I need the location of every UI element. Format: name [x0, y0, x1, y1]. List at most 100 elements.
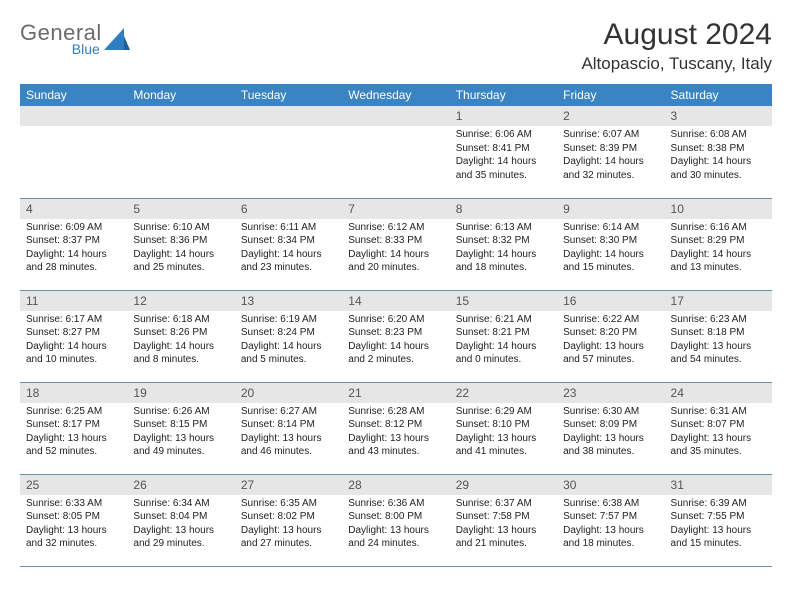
- sunset-text: Sunset: 8:14 PM: [241, 418, 336, 432]
- daylight-text: Daylight: 13 hours and 46 minutes.: [241, 432, 336, 459]
- sunset-text: Sunset: 7:55 PM: [671, 510, 766, 524]
- calendar-day-cell: 7Sunrise: 6:12 AMSunset: 8:33 PMDaylight…: [342, 198, 449, 290]
- day-number: 10: [665, 199, 772, 219]
- sail-icon: [104, 28, 130, 50]
- day-body: [235, 126, 342, 132]
- day-body: Sunrise: 6:13 AMSunset: 8:32 PMDaylight:…: [450, 219, 557, 279]
- calendar-day-cell: 26Sunrise: 6:34 AMSunset: 8:04 PMDayligh…: [127, 474, 234, 566]
- sunrise-text: Sunrise: 6:38 AM: [563, 497, 658, 511]
- day-number: 3: [665, 106, 772, 126]
- calendar-day-cell: 27Sunrise: 6:35 AMSunset: 8:02 PMDayligh…: [235, 474, 342, 566]
- calendar-day-cell: .: [127, 106, 234, 198]
- calendar-day-cell: 21Sunrise: 6:28 AMSunset: 8:12 PMDayligh…: [342, 382, 449, 474]
- calendar-day-cell: 20Sunrise: 6:27 AMSunset: 8:14 PMDayligh…: [235, 382, 342, 474]
- day-body: Sunrise: 6:33 AMSunset: 8:05 PMDaylight:…: [20, 495, 127, 555]
- day-body: Sunrise: 6:07 AMSunset: 8:39 PMDaylight:…: [557, 126, 664, 186]
- sunset-text: Sunset: 8:27 PM: [26, 326, 121, 340]
- sunrise-text: Sunrise: 6:37 AM: [456, 497, 551, 511]
- daylight-text: Daylight: 14 hours and 5 minutes.: [241, 340, 336, 367]
- daylight-text: Daylight: 13 hours and 57 minutes.: [563, 340, 658, 367]
- calendar-day-cell: 28Sunrise: 6:36 AMSunset: 8:00 PMDayligh…: [342, 474, 449, 566]
- sunrise-text: Sunrise: 6:22 AM: [563, 313, 658, 327]
- daylight-text: Daylight: 14 hours and 0 minutes.: [456, 340, 551, 367]
- header: General Blue August 2024 Altopascio, Tus…: [20, 18, 772, 74]
- daylight-text: Daylight: 14 hours and 28 minutes.: [26, 248, 121, 275]
- sunrise-text: Sunrise: 6:08 AM: [671, 128, 766, 142]
- weekday-header: Monday: [127, 84, 234, 106]
- day-body: Sunrise: 6:27 AMSunset: 8:14 PMDaylight:…: [235, 403, 342, 463]
- sunset-text: Sunset: 8:15 PM: [133, 418, 228, 432]
- calendar-day-cell: 30Sunrise: 6:38 AMSunset: 7:57 PMDayligh…: [557, 474, 664, 566]
- day-number: 29: [450, 475, 557, 495]
- calendar-day-cell: 19Sunrise: 6:26 AMSunset: 8:15 PMDayligh…: [127, 382, 234, 474]
- calendar-header-row: SundayMondayTuesdayWednesdayThursdayFrid…: [20, 84, 772, 106]
- day-body: Sunrise: 6:26 AMSunset: 8:15 PMDaylight:…: [127, 403, 234, 463]
- day-number: 30: [557, 475, 664, 495]
- sunrise-text: Sunrise: 6:09 AM: [26, 221, 121, 235]
- sunrise-text: Sunrise: 6:27 AM: [241, 405, 336, 419]
- weekday-header: Sunday: [20, 84, 127, 106]
- day-number: 12: [127, 291, 234, 311]
- day-body: Sunrise: 6:39 AMSunset: 7:55 PMDaylight:…: [665, 495, 772, 555]
- daylight-text: Daylight: 14 hours and 25 minutes.: [133, 248, 228, 275]
- sunset-text: Sunset: 8:34 PM: [241, 234, 336, 248]
- calendar-week-row: 11Sunrise: 6:17 AMSunset: 8:27 PMDayligh…: [20, 290, 772, 382]
- sunset-text: Sunset: 8:00 PM: [348, 510, 443, 524]
- calendar-day-cell: 31Sunrise: 6:39 AMSunset: 7:55 PMDayligh…: [665, 474, 772, 566]
- sunset-text: Sunset: 8:20 PM: [563, 326, 658, 340]
- calendar-day-cell: .: [20, 106, 127, 198]
- sunrise-text: Sunrise: 6:29 AM: [456, 405, 551, 419]
- sunrise-text: Sunrise: 6:33 AM: [26, 497, 121, 511]
- sunset-text: Sunset: 8:02 PM: [241, 510, 336, 524]
- sunrise-text: Sunrise: 6:39 AM: [671, 497, 766, 511]
- calendar-day-cell: 16Sunrise: 6:22 AMSunset: 8:20 PMDayligh…: [557, 290, 664, 382]
- sunrise-text: Sunrise: 6:06 AM: [456, 128, 551, 142]
- calendar-week-row: 25Sunrise: 6:33 AMSunset: 8:05 PMDayligh…: [20, 474, 772, 566]
- sunset-text: Sunset: 8:05 PM: [26, 510, 121, 524]
- weekday-header: Wednesday: [342, 84, 449, 106]
- day-body: Sunrise: 6:11 AMSunset: 8:34 PMDaylight:…: [235, 219, 342, 279]
- daylight-text: Daylight: 14 hours and 15 minutes.: [563, 248, 658, 275]
- calendar-week-row: ....1Sunrise: 6:06 AMSunset: 8:41 PMDayl…: [20, 106, 772, 198]
- day-body: Sunrise: 6:23 AMSunset: 8:18 PMDaylight:…: [665, 311, 772, 371]
- day-number: 1: [450, 106, 557, 126]
- calendar-week-row: 4Sunrise: 6:09 AMSunset: 8:37 PMDaylight…: [20, 198, 772, 290]
- day-number: 26: [127, 475, 234, 495]
- sunset-text: Sunset: 8:12 PM: [348, 418, 443, 432]
- daylight-text: Daylight: 14 hours and 32 minutes.: [563, 155, 658, 182]
- sunset-text: Sunset: 8:24 PM: [241, 326, 336, 340]
- calendar-day-cell: 29Sunrise: 6:37 AMSunset: 7:58 PMDayligh…: [450, 474, 557, 566]
- logo-text: General Blue: [20, 22, 102, 56]
- day-body: Sunrise: 6:10 AMSunset: 8:36 PMDaylight:…: [127, 219, 234, 279]
- weekday-header: Thursday: [450, 84, 557, 106]
- day-number: 17: [665, 291, 772, 311]
- sunset-text: Sunset: 8:04 PM: [133, 510, 228, 524]
- sunset-text: Sunset: 8:29 PM: [671, 234, 766, 248]
- day-number: 2: [557, 106, 664, 126]
- sunrise-text: Sunrise: 6:36 AM: [348, 497, 443, 511]
- weekday-header: Saturday: [665, 84, 772, 106]
- daylight-text: Daylight: 13 hours and 52 minutes.: [26, 432, 121, 459]
- day-body: Sunrise: 6:08 AMSunset: 8:38 PMDaylight:…: [665, 126, 772, 186]
- calendar-day-cell: .: [235, 106, 342, 198]
- day-body: Sunrise: 6:37 AMSunset: 7:58 PMDaylight:…: [450, 495, 557, 555]
- day-body: [127, 126, 234, 132]
- calendar-day-cell: 11Sunrise: 6:17 AMSunset: 8:27 PMDayligh…: [20, 290, 127, 382]
- sunset-text: Sunset: 8:18 PM: [671, 326, 766, 340]
- calendar-day-cell: .: [342, 106, 449, 198]
- sunset-text: Sunset: 8:23 PM: [348, 326, 443, 340]
- sunset-text: Sunset: 8:30 PM: [563, 234, 658, 248]
- sunrise-text: Sunrise: 6:16 AM: [671, 221, 766, 235]
- daylight-text: Daylight: 13 hours and 24 minutes.: [348, 524, 443, 551]
- day-body: Sunrise: 6:21 AMSunset: 8:21 PMDaylight:…: [450, 311, 557, 371]
- sunset-text: Sunset: 8:41 PM: [456, 142, 551, 156]
- sunset-text: Sunset: 7:58 PM: [456, 510, 551, 524]
- daylight-text: Daylight: 14 hours and 2 minutes.: [348, 340, 443, 367]
- day-body: Sunrise: 6:17 AMSunset: 8:27 PMDaylight:…: [20, 311, 127, 371]
- day-number: 14: [342, 291, 449, 311]
- daylight-text: Daylight: 14 hours and 8 minutes.: [133, 340, 228, 367]
- sunrise-text: Sunrise: 6:11 AM: [241, 221, 336, 235]
- daylight-text: Daylight: 14 hours and 10 minutes.: [26, 340, 121, 367]
- daylight-text: Daylight: 14 hours and 18 minutes.: [456, 248, 551, 275]
- day-body: Sunrise: 6:06 AMSunset: 8:41 PMDaylight:…: [450, 126, 557, 186]
